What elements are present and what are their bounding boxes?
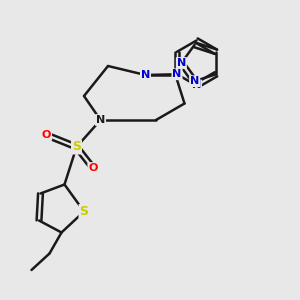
Text: N: N [141,70,150,80]
Text: N: N [177,58,186,68]
Text: O: O [42,130,51,140]
Text: S: S [72,140,81,154]
Text: N: N [190,76,199,86]
Text: O: O [88,163,98,173]
Text: N: N [96,115,105,125]
Text: N: N [192,80,201,91]
Text: N: N [172,69,182,79]
Text: S: S [80,205,88,218]
